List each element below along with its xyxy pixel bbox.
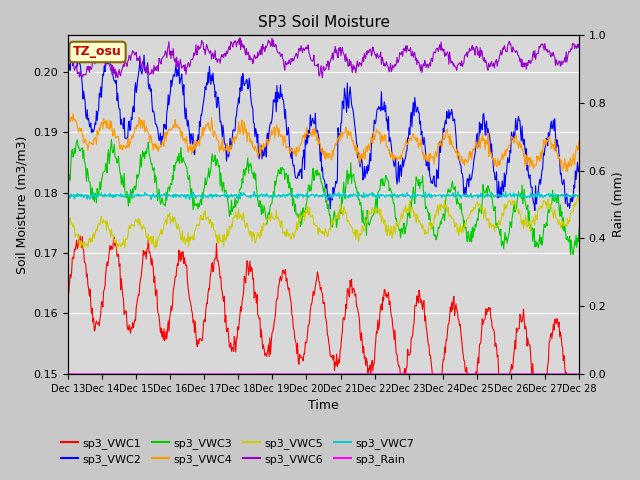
Y-axis label: Soil Moisture (m3/m3): Soil Moisture (m3/m3) <box>15 135 28 274</box>
X-axis label: Time: Time <box>308 399 339 412</box>
Legend: sp3_VWC1, sp3_VWC2, sp3_VWC3, sp3_VWC4, sp3_VWC5, sp3_VWC6, sp3_VWC7, sp3_Rain: sp3_VWC1, sp3_VWC2, sp3_VWC3, sp3_VWC4, … <box>57 433 419 469</box>
Title: SP3 Soil Moisture: SP3 Soil Moisture <box>257 15 390 30</box>
Y-axis label: Rain (mm): Rain (mm) <box>612 172 625 238</box>
Text: TZ_osu: TZ_osu <box>73 46 122 59</box>
